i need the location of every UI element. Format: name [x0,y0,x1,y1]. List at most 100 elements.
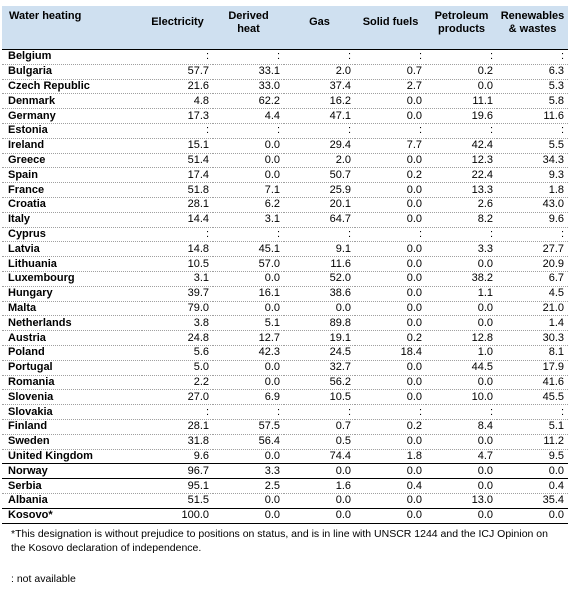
table-row: Spain 17.4 0.0 50.7 0.2 22.4 9.3 [2,167,568,184]
value-cell: 10.0 [426,389,497,406]
value-cell: : [284,123,355,139]
table-body: Belgium:::::: Bulgaria 57.7 33.1 2.0 0.7 0.2 6.… [2,49,568,524]
value-cell: 0.0 [355,315,426,332]
value-cell: 17.3 [142,108,213,124]
value-cell: 33.0 [213,79,284,95]
value-cell: 0.0 [213,493,284,509]
value-cell: 6.7 [497,271,568,287]
value-cell: 2.0 [284,153,355,169]
value-cell: 0.0 [355,256,426,272]
value-cell: 1.8 [497,182,568,198]
table-row: United Kingdom 9.6 0.0 74.4 1.8 4.7 9.5 [2,449,568,465]
value-cell: 16.2 [284,93,355,110]
value-cell: 17.9 [497,360,568,376]
value-cell: 8.4 [426,419,497,435]
value-cell: 0.0 [426,463,497,480]
value-cell: 0.2 [355,167,426,184]
country-cell: Bulgaria [2,64,142,80]
value-cell: 0.0 [355,360,426,376]
value-cell: : [142,123,213,139]
value-cell: 34.3 [497,153,568,169]
country-cell: Slovakia [2,404,142,420]
value-cell: 19.1 [284,330,355,346]
value-cell: 47.1 [284,108,355,124]
table-row: Portugal 5.0 0.0 32.7 0.0 44.5 17.9 [2,360,568,376]
value-cell: 18.4 [355,345,426,361]
value-cell: 45.5 [497,389,568,406]
value-cell: 7.7 [355,138,426,154]
value-cell: 28.1 [142,197,213,213]
value-cell: 8.1 [497,345,568,361]
value-cell: 25.9 [284,182,355,198]
value-cell: 0.0 [355,375,426,391]
value-cell: 38.6 [284,286,355,302]
value-cell: 0.0 [213,360,284,376]
value-cell: 11.6 [284,256,355,272]
value-cell: 4.7 [426,449,497,465]
value-cell: 7.1 [213,182,284,198]
value-cell: 12.8 [426,330,497,346]
value-cell: 0.0 [213,271,284,287]
value-cell: 56.2 [284,375,355,391]
country-cell: Albania [2,493,142,509]
value-cell: 22.4 [426,167,497,184]
value-cell: 100.0 [142,507,213,524]
country-cell: Cyprus [2,227,142,243]
table-row: Greece 51.4 0.0 2.0 0.0 12.3 34.3 [2,153,568,169]
value-cell: 74.4 [284,449,355,465]
value-cell: 0.5 [284,434,355,450]
value-cell: : [284,404,355,420]
value-cell: 24.5 [284,345,355,361]
country-cell: Finland [2,419,142,435]
value-cell: 9.1 [284,241,355,258]
value-cell: 27.7 [497,241,568,258]
value-cell: 19.6 [426,108,497,124]
value-cell: 5.0 [142,360,213,376]
header-derived-heat: Derived heat [213,6,284,50]
value-cell: 35.4 [497,493,568,509]
value-cell: 11.2 [497,434,568,450]
value-cell: 89.8 [284,315,355,332]
value-cell: 1.0 [426,345,497,361]
country-cell: Ireland [2,138,142,154]
value-cell: 5.6 [142,345,213,361]
value-cell: 57.7 [142,64,213,80]
value-cell: 0.0 [426,79,497,95]
value-cell: : [426,49,497,65]
table-row: Italy 14.4 3.1 64.7 0.0 8.2 9.6 [2,212,568,228]
value-cell: 52.0 [284,271,355,287]
value-cell: 0.0 [355,93,426,110]
value-cell: : [497,123,568,139]
value-cell: 32.7 [284,360,355,376]
value-cell: 0.0 [426,301,497,317]
footnote-text: *This designation is without prejudice t… [11,528,548,554]
value-cell: : [213,123,284,139]
value-cell: 5.1 [213,315,284,332]
country-cell: United Kingdom [2,449,142,465]
value-cell: 96.7 [142,463,213,480]
value-cell: 24.8 [142,330,213,346]
value-cell: 64.7 [284,212,355,228]
value-cell: : [355,123,426,139]
value-cell: 30.3 [497,330,568,346]
value-cell: 37.4 [284,79,355,95]
value-cell: : [213,404,284,420]
value-cell: 3.3 [426,241,497,258]
value-cell: 0.4 [355,478,426,494]
value-cell: 1.4 [497,315,568,332]
table-row: Malta 79.0 0.0 0.0 0.0 0.0 21.0 [2,301,568,317]
value-cell: 0.0 [284,493,355,509]
value-cell: 51.4 [142,153,213,169]
value-cell: : [355,227,426,243]
table-row: Lithuania 10.5 57.0 11.6 0.0 0.0 20.9 [2,256,568,272]
value-cell: 0.0 [355,463,426,480]
table-row: France 51.8 7.1 25.9 0.0 13.3 1.8 [2,182,568,198]
country-cell: Sweden [2,434,142,450]
table-row: Germany 17.3 4.4 47.1 0.0 19.6 11.6 [2,108,568,124]
value-cell: 0.2 [426,64,497,80]
value-cell: : [426,227,497,243]
table-row: Romania 2.2 0.0 56.2 0.0 0.0 41.6 [2,375,568,391]
value-cell: : [142,404,213,420]
country-cell: Latvia [2,241,142,258]
value-cell: 0.0 [355,153,426,169]
